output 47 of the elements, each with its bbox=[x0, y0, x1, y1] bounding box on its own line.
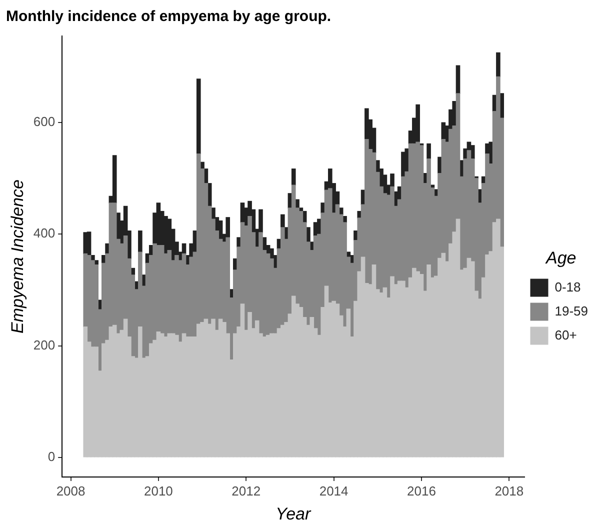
bar bbox=[441, 252, 446, 458]
bar bbox=[167, 333, 172, 458]
bar bbox=[189, 336, 194, 458]
x-axis-title: Year bbox=[276, 504, 312, 524]
x-tick-label: 2016 bbox=[407, 483, 436, 498]
bar bbox=[86, 232, 92, 256]
x-tick-label: 2018 bbox=[494, 483, 524, 498]
bar bbox=[310, 317, 314, 458]
bar bbox=[83, 326, 88, 458]
legend-title: Age bbox=[545, 248, 576, 268]
y-tick-label: 200 bbox=[33, 337, 56, 352]
bar bbox=[426, 143, 431, 160]
bar bbox=[441, 122, 446, 140]
bar bbox=[426, 264, 431, 458]
bar bbox=[496, 52, 500, 78]
bar bbox=[226, 217, 230, 238]
y-axis-title: Empyema Incidence bbox=[8, 179, 27, 334]
bar bbox=[416, 271, 420, 458]
bar bbox=[138, 230, 142, 252]
bar bbox=[112, 155, 117, 204]
bar bbox=[416, 104, 420, 142]
bar bbox=[332, 300, 336, 458]
y-tick-label: 400 bbox=[33, 226, 56, 241]
bar bbox=[390, 276, 394, 458]
legend-label: 0-18 bbox=[554, 279, 581, 294]
bar bbox=[470, 145, 475, 160]
bar bbox=[416, 142, 420, 272]
bar bbox=[167, 250, 172, 334]
bar bbox=[94, 346, 98, 458]
x-tick-label: 2012 bbox=[232, 483, 261, 498]
bar bbox=[152, 243, 157, 341]
y-tick-label: 0 bbox=[48, 449, 56, 464]
bar bbox=[200, 322, 204, 458]
bar bbox=[248, 312, 252, 458]
y-tick-label: 600 bbox=[33, 114, 56, 130]
legend-label: 19-59 bbox=[554, 303, 588, 318]
x-tick-label: 2008 bbox=[56, 483, 86, 498]
bar bbox=[196, 78, 201, 154]
bar bbox=[280, 214, 285, 228]
bar bbox=[262, 336, 267, 458]
bar bbox=[452, 100, 457, 126]
legend-label: 60+ bbox=[554, 327, 577, 342]
bar bbox=[83, 232, 88, 254]
chart-title: Monthly incidence of empyema by age group. bbox=[6, 8, 332, 26]
bar bbox=[291, 168, 296, 186]
x-tick-label: 2014 bbox=[319, 483, 348, 498]
x-tick-label: 2010 bbox=[144, 483, 173, 498]
